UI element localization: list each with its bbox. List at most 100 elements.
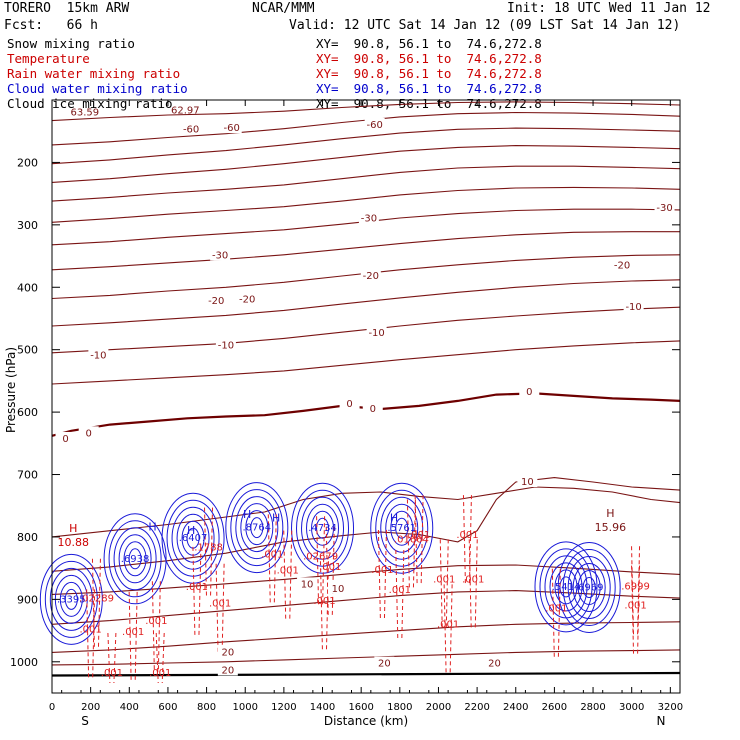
rain-contour <box>443 584 453 675</box>
rain-label: .001 <box>433 574 455 585</box>
isotherm-13 <box>51 486 681 538</box>
temperature-label: 0 <box>526 387 532 398</box>
temperature-label: -20 <box>239 295 255 306</box>
label-bg <box>55 431 76 444</box>
isotherm-9 <box>51 279 681 327</box>
rain-contour <box>551 568 561 659</box>
rain-label: .02289 <box>79 594 114 605</box>
temperature-label: 20 <box>488 659 501 670</box>
rain-label: .001 <box>145 616 167 627</box>
cloud-water-contour <box>296 489 350 567</box>
temperature-label: 0 <box>346 399 352 410</box>
surface-line <box>51 671 681 677</box>
temperature-label: -60 <box>224 123 240 134</box>
legend-temperature-xy: XY= 90.8, 56.1 to 74.6,272.8 <box>316 51 542 66</box>
rain-label: .001 <box>462 574 484 585</box>
cloud-water-contour <box>59 581 83 617</box>
label-bg <box>88 348 109 361</box>
rain-label: .001 <box>101 668 123 679</box>
isotherm-14 <box>51 477 681 572</box>
x-tick-label: 2400 <box>503 702 528 713</box>
temperature-label: -60 <box>183 124 199 135</box>
x-tick-label: 2600 <box>542 702 567 713</box>
rain-contour <box>319 561 329 652</box>
label-bg <box>78 426 99 439</box>
rain-label: .001 <box>624 601 646 612</box>
rain-contour <box>631 546 641 637</box>
cloud-water-label: .5414 <box>552 582 581 593</box>
cloud-water-contour <box>108 520 162 598</box>
high-marker: H <box>243 508 251 521</box>
contour-labels: -60 -60 -60 -30 -30 -30 -20 -20 -20 -20 -10 -10 -10 -… <box>55 106 675 679</box>
y-axis-label: Pressure (hPa) <box>4 347 18 433</box>
label-bg <box>221 121 242 134</box>
cloud-water-contour <box>557 542 621 634</box>
rain-contour <box>215 563 225 654</box>
x-tick-label: 1400 <box>310 702 335 713</box>
rain-contour <box>128 591 138 682</box>
cloud-water-contours <box>39 482 621 645</box>
rain-contour <box>406 499 416 590</box>
label-bg <box>654 200 675 213</box>
temperature-label: -10 <box>625 302 641 313</box>
rain-contour <box>468 539 478 630</box>
isotherm-17 <box>51 621 681 653</box>
rain-contour <box>204 507 214 598</box>
legend-snow-label: Snow mixing ratio <box>7 36 135 51</box>
cloud-water-contour <box>161 492 225 584</box>
rain-label: .001 <box>437 619 459 630</box>
x-tick-label: 0 <box>49 702 55 713</box>
rain-contour <box>439 539 449 630</box>
cloud-water-contour <box>370 482 434 574</box>
rain-contour <box>86 589 96 680</box>
plot-frame <box>51 99 681 694</box>
label-bg <box>217 663 238 676</box>
label-bg <box>360 269 381 282</box>
temperature-label: 20 <box>221 666 234 677</box>
x-tick-label: 600 <box>158 702 177 713</box>
valid-time-label: Valid: 12 UTC Sat 14 Jan 12 (09 LST Sat … <box>289 18 681 33</box>
rain-contour <box>267 514 277 605</box>
isotherm-0 <box>51 101 681 122</box>
y-tick-label: 1000 <box>10 656 38 669</box>
isotherm-16 <box>51 590 681 625</box>
x-tick-label: 800 <box>197 702 216 713</box>
cloud-water-contour <box>113 527 157 591</box>
y-tick-label: 700 <box>17 469 38 482</box>
cloud-water-contour <box>375 489 429 567</box>
rain-label: .001 <box>122 627 144 638</box>
temperature-label: 10 <box>521 477 534 488</box>
x-tick-label: 1000 <box>233 702 258 713</box>
isotherm-18 <box>51 649 681 666</box>
rain-label: .001 <box>408 530 430 541</box>
center-label: NCAR/MMM <box>252 1 315 16</box>
label-bg <box>374 656 395 669</box>
rain-label: .001 <box>313 596 335 607</box>
cloud-water-contour <box>380 496 424 560</box>
cloud-water-contour <box>577 570 601 606</box>
rain-contour <box>395 549 405 641</box>
isotherm-7 <box>51 231 680 271</box>
temperature-label: -20 <box>208 296 224 307</box>
legend-rain-xy: XY= 90.8, 56.1 to 74.6,272.8 <box>316 66 542 81</box>
cloud-water-contour <box>166 499 220 577</box>
rain-label: .001 <box>456 530 478 541</box>
cloud-water-contour <box>301 496 345 560</box>
x-tick-label: 1600 <box>348 702 373 713</box>
label-bg <box>362 401 383 414</box>
label-bg <box>364 117 385 130</box>
rain-contours <box>86 495 641 684</box>
temperature-label: -30 <box>361 214 377 225</box>
label-bg <box>366 325 387 338</box>
cloud-water-contour <box>103 513 167 605</box>
cloud-water-contour <box>316 517 330 539</box>
cloud-water-contour <box>306 503 340 553</box>
temperature-label: -30 <box>212 250 228 261</box>
y-tick-label: 900 <box>17 593 38 606</box>
temperature-label: -20 <box>614 260 630 271</box>
cloud-water-contour <box>562 549 616 627</box>
x-tick-label: 1800 <box>387 702 412 713</box>
rain-contour <box>151 581 161 672</box>
temperature-label: 20 <box>221 647 234 658</box>
temperature-label: -30 <box>656 203 672 214</box>
